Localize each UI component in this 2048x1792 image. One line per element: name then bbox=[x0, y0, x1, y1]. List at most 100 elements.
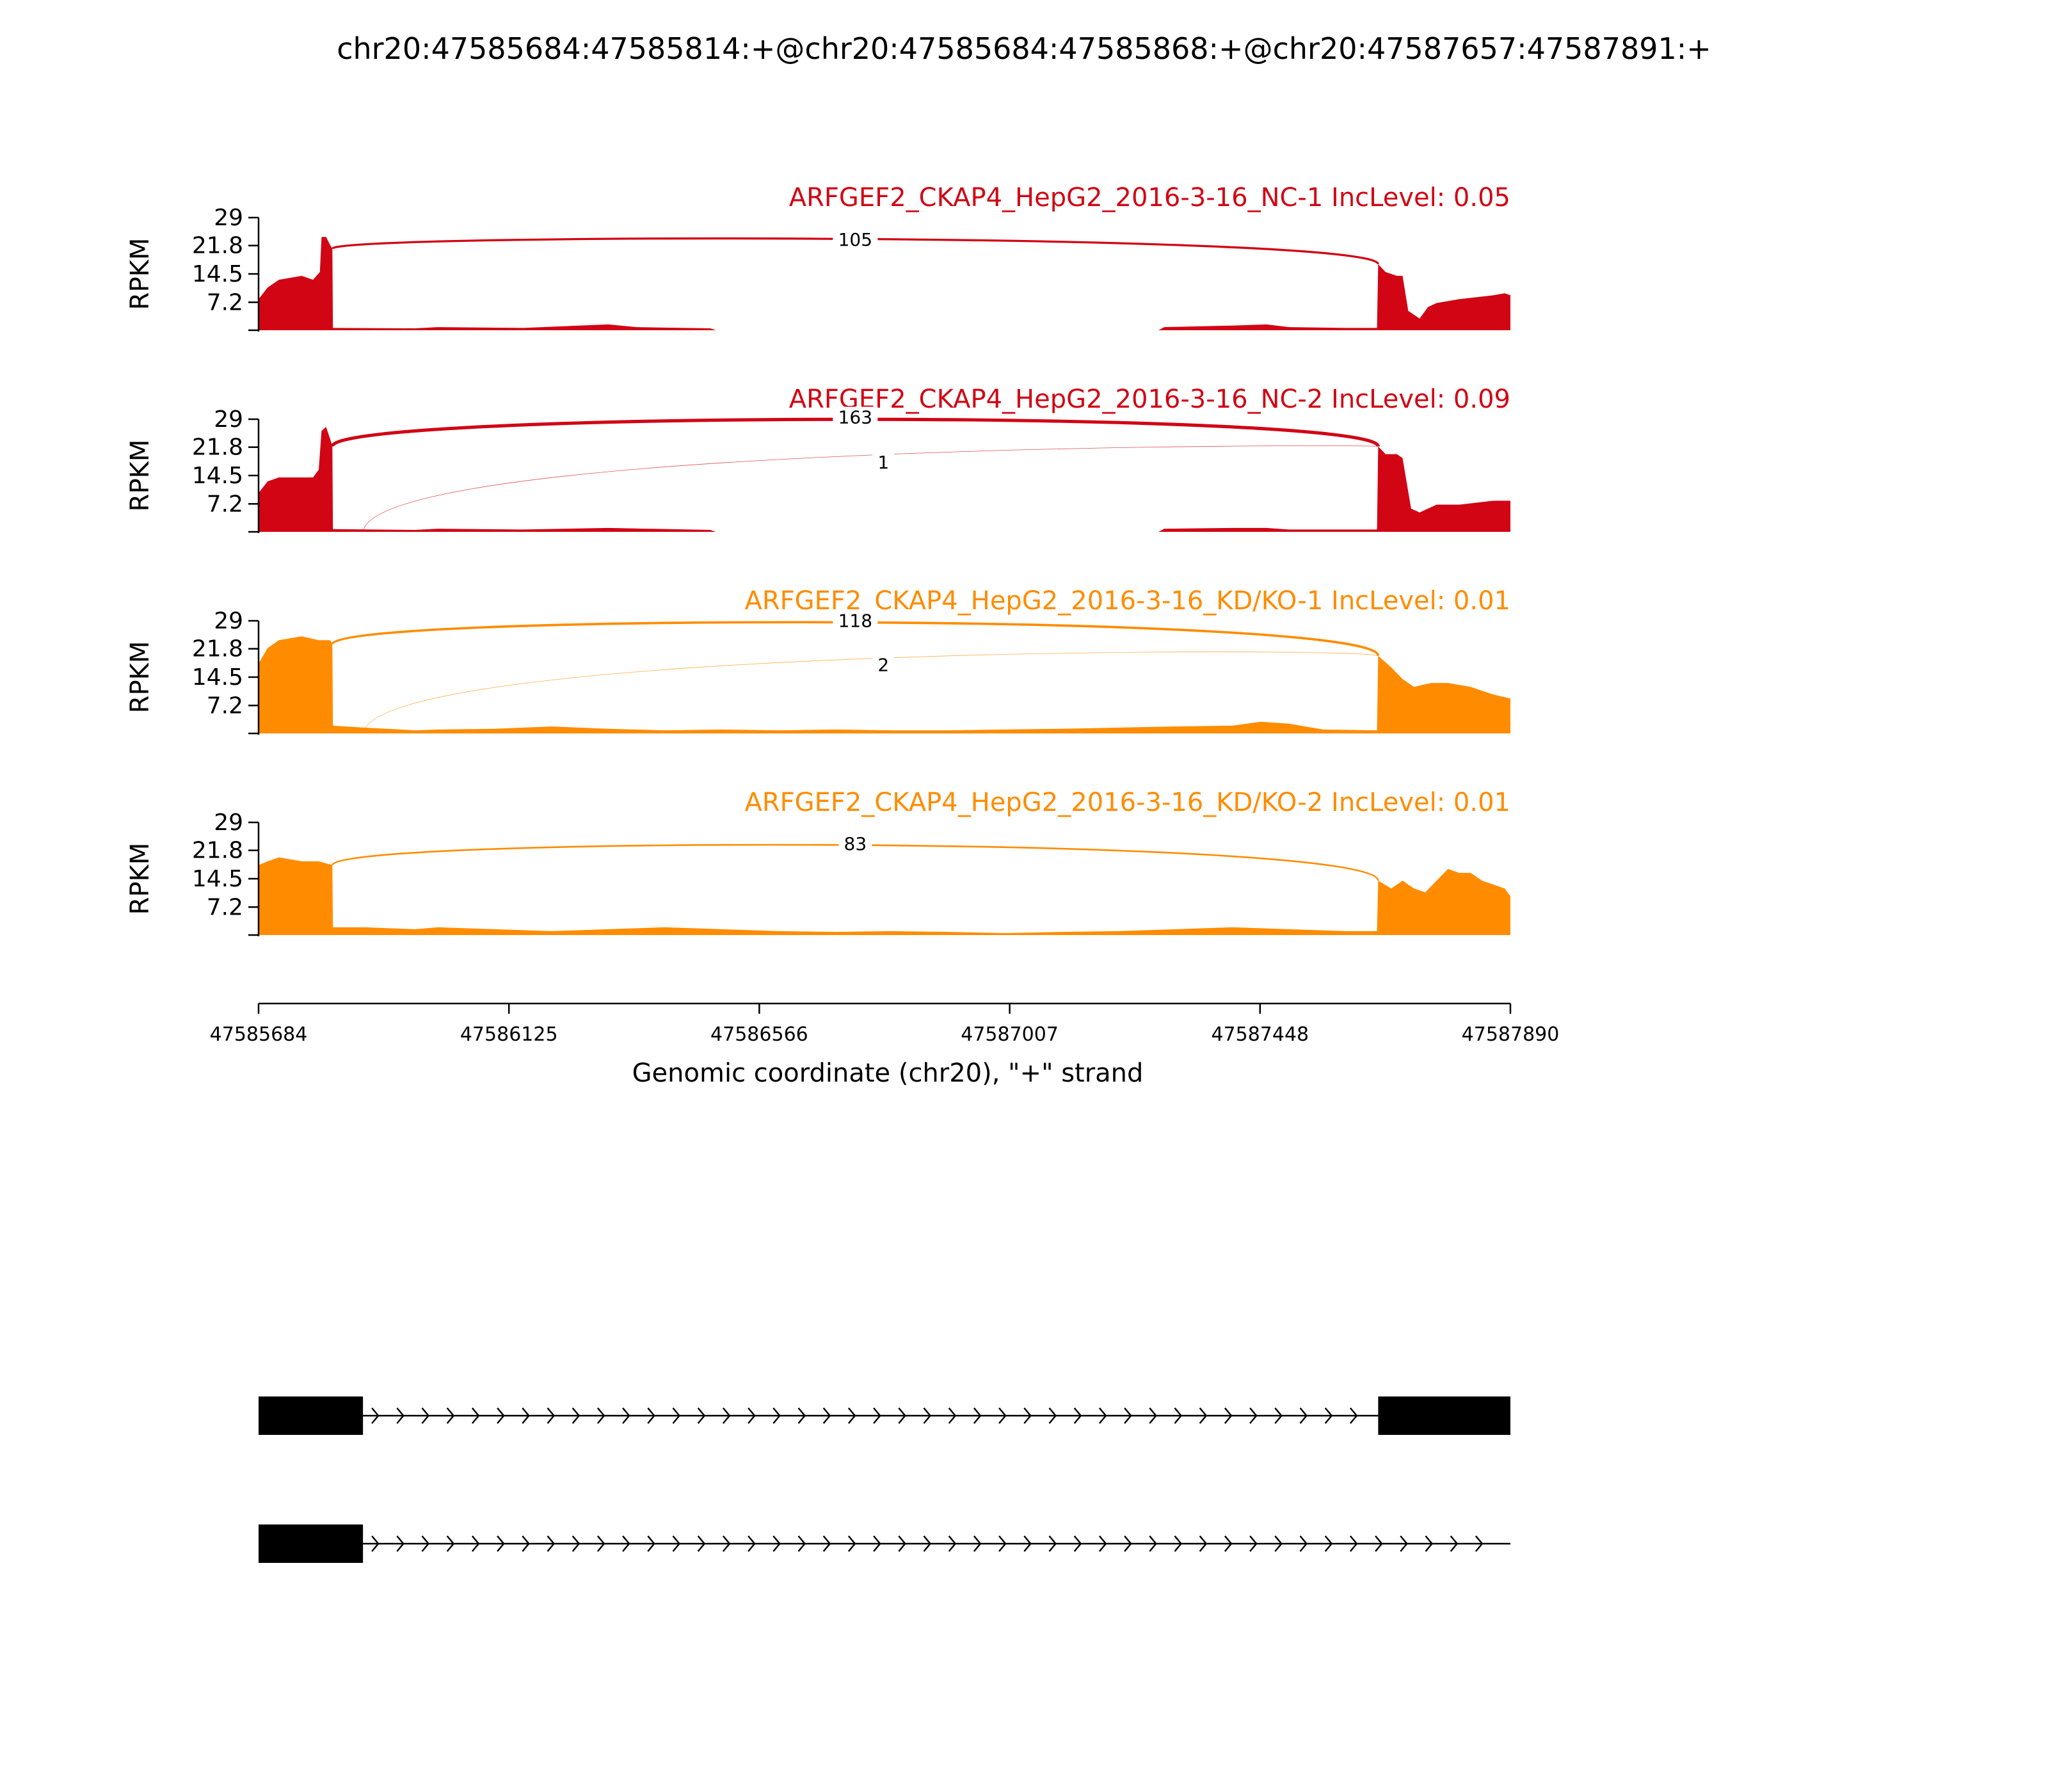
strand-arrow bbox=[1224, 1535, 1233, 1552]
strand-arrow bbox=[471, 1407, 480, 1424]
x-tick-label: 47587007 bbox=[961, 1023, 1059, 1046]
y-tick-label: 14.5 bbox=[192, 261, 243, 287]
strand-arrow bbox=[396, 1535, 404, 1552]
junction-label-bg bbox=[838, 833, 872, 854]
isoform-1 bbox=[259, 1396, 1510, 1435]
strand-arrow bbox=[797, 1407, 806, 1424]
strand-arrow bbox=[772, 1407, 781, 1424]
strand-arrow bbox=[873, 1535, 881, 1552]
strand-arrow bbox=[772, 1535, 781, 1552]
junction-count-label: 118 bbox=[838, 611, 872, 632]
strand-arrow bbox=[1375, 1535, 1383, 1552]
strand-arrow bbox=[1224, 1407, 1233, 1424]
strand-arrow bbox=[522, 1407, 530, 1424]
strand-arrow bbox=[572, 1535, 580, 1552]
strand-arrow bbox=[1048, 1535, 1057, 1552]
strand-arrow bbox=[1249, 1407, 1258, 1424]
exon-block bbox=[259, 1396, 364, 1435]
strand-arrow bbox=[647, 1407, 655, 1424]
coverage-area bbox=[259, 237, 1510, 330]
strand-arrow bbox=[1274, 1535, 1283, 1552]
strand-arrow bbox=[1098, 1407, 1107, 1424]
strand-arrow bbox=[421, 1407, 430, 1424]
strand-arrow bbox=[1098, 1535, 1107, 1552]
strand-arrow bbox=[547, 1535, 556, 1552]
strand-arrow bbox=[1199, 1407, 1208, 1424]
strand-arrow bbox=[497, 1407, 505, 1424]
y-tick-label: 7.2 bbox=[207, 289, 243, 316]
coverage-area bbox=[259, 857, 1510, 935]
strand-arrow bbox=[998, 1407, 1007, 1424]
x-tick-label: 47587448 bbox=[1211, 1023, 1309, 1046]
strand-arrow bbox=[1400, 1535, 1408, 1552]
strand-arrow bbox=[1174, 1407, 1183, 1424]
strand-arrow bbox=[1349, 1407, 1358, 1424]
y-tick-label: 7.2 bbox=[207, 894, 243, 920]
junction-count-label: 1 bbox=[877, 452, 889, 473]
strand-arrow bbox=[672, 1407, 681, 1424]
coverage-area bbox=[259, 427, 1510, 532]
strand-arrow bbox=[396, 1407, 404, 1424]
strand-arrow bbox=[522, 1535, 530, 1552]
strand-arrow bbox=[1425, 1535, 1434, 1552]
x-axis: 47585684 47586125 47586566 47587007 47587448… bbox=[210, 1002, 1560, 1046]
figure-title: chr20:47585684:47585814:+@chr20:47585684… bbox=[337, 31, 1711, 66]
strand-arrow bbox=[697, 1535, 706, 1552]
junction-arc bbox=[362, 652, 1379, 734]
junction-label-bg bbox=[833, 610, 878, 631]
strand-arrow bbox=[748, 1407, 756, 1424]
strand-arrow bbox=[672, 1535, 681, 1552]
y-axis-label: RPKM bbox=[125, 238, 155, 310]
strand-arrow bbox=[596, 1407, 605, 1424]
x-tick-label: 47587890 bbox=[1462, 1023, 1560, 1046]
coverage-tracks: 2921.814.57.2RPKMARFGEF2_CKAP4_HepG2_201… bbox=[125, 183, 1510, 936]
strand-arrow bbox=[998, 1535, 1007, 1552]
junction-label-bg bbox=[833, 406, 878, 428]
strand-arrow bbox=[847, 1535, 856, 1552]
isoform-2 bbox=[259, 1524, 1510, 1563]
y-axis-label: RPKM bbox=[125, 440, 155, 512]
strand-arrow bbox=[1475, 1535, 1484, 1552]
strand-arrow bbox=[847, 1407, 856, 1424]
strand-arrow bbox=[822, 1535, 831, 1552]
strand-arrow bbox=[797, 1535, 806, 1552]
y-tick-label: 14.5 bbox=[192, 463, 243, 489]
strand-arrow bbox=[722, 1407, 731, 1424]
x-tick-label: 47586566 bbox=[710, 1023, 808, 1046]
y-tick-label: 7.2 bbox=[207, 491, 243, 517]
strand-arrow bbox=[1073, 1407, 1082, 1424]
strand-arrow bbox=[1450, 1535, 1459, 1552]
strand-arrow bbox=[572, 1407, 580, 1424]
strand-arrow bbox=[547, 1407, 556, 1424]
strand-arrow bbox=[948, 1407, 957, 1424]
strand-arrow bbox=[371, 1407, 380, 1424]
y-tick-label: 29 bbox=[214, 608, 243, 634]
strand-arrow bbox=[421, 1535, 430, 1552]
strand-arrow bbox=[1349, 1535, 1358, 1552]
strand-arrow bbox=[1274, 1407, 1283, 1424]
track-3: 2921.814.57.2RPKMARFGEF2_CKAP4_HepG2_201… bbox=[125, 586, 1510, 735]
strand-arrow bbox=[446, 1407, 455, 1424]
strand-arrow bbox=[1199, 1535, 1208, 1552]
junction-count-label: 83 bbox=[844, 833, 867, 854]
junction-count-label: 2 bbox=[877, 654, 889, 675]
strand-arrow bbox=[371, 1535, 380, 1552]
series-label: ARFGEF2_CKAP4_HepG2_2016-3-16_KD/KO-2 In… bbox=[744, 788, 1510, 817]
strand-arrow bbox=[898, 1407, 906, 1424]
x-tick-label: 47585684 bbox=[210, 1023, 308, 1046]
strand-arrow bbox=[1124, 1407, 1132, 1424]
strand-arrow bbox=[973, 1535, 982, 1552]
junction-count-label: 163 bbox=[838, 407, 872, 428]
coverage-area bbox=[259, 636, 1510, 733]
y-tick-label: 29 bbox=[214, 205, 243, 231]
strand-arrow bbox=[697, 1407, 706, 1424]
strand-arrow bbox=[1324, 1407, 1333, 1424]
strand-arrow bbox=[471, 1535, 480, 1552]
junction-label-bg bbox=[872, 452, 895, 473]
y-tick-label: 14.5 bbox=[192, 664, 243, 691]
strand-arrow bbox=[1023, 1535, 1032, 1552]
strand-arrow bbox=[1299, 1407, 1308, 1424]
